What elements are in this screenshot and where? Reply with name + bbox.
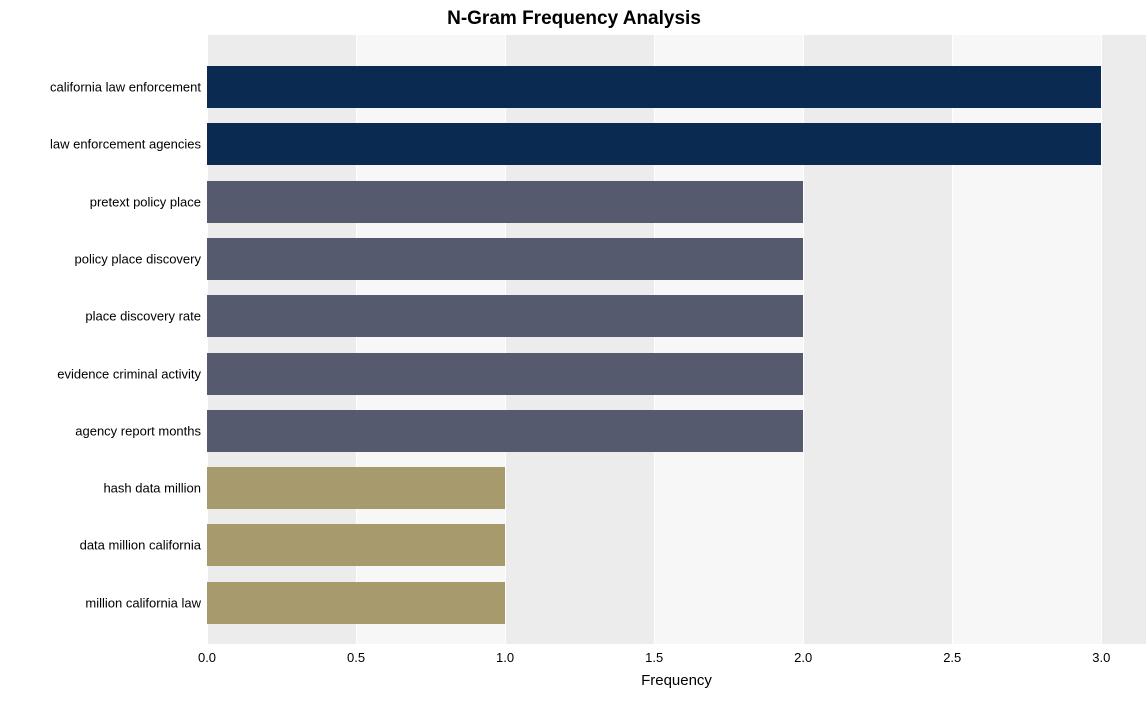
y-tick-label: policy place discovery [75,251,201,266]
x-axis-label: Frequency [207,672,1146,689]
y-tick-label: pretext policy place [90,194,201,209]
bar [207,410,803,452]
y-tick-label: california law enforcement [50,80,201,95]
bar [207,181,803,223]
bar [207,353,803,395]
bar [207,238,803,280]
x-tick-label: 2.0 [794,650,812,665]
x-tick-label: 0.0 [198,650,216,665]
x-tick-label: 3.0 [1092,650,1110,665]
x-tick-label: 1.5 [645,650,663,665]
y-tick-label: law enforcement agencies [50,137,201,152]
y-tick-label: hash data million [103,481,201,496]
grid-band [1101,35,1146,644]
bar [207,66,1101,108]
x-tick-label: 2.5 [943,650,961,665]
plot-area: Frequency california law enforcementlaw … [207,35,1146,644]
y-tick-label: million california law [85,595,201,610]
y-tick-label: data million california [80,538,201,553]
chart-title: N-Gram Frequency Analysis [0,8,1148,30]
bar [207,123,1101,165]
x-tick-label: 1.0 [496,650,514,665]
bar [207,295,803,337]
gridline [1101,35,1102,644]
bar [207,467,505,509]
y-tick-label: agency report months [75,423,201,438]
ngram-chart: N-Gram Frequency Analysis Frequency cali… [0,0,1148,701]
bar [207,582,505,624]
y-tick-label: evidence criminal activity [57,366,201,381]
bar [207,524,505,566]
x-tick-label: 0.5 [347,650,365,665]
y-tick-label: place discovery rate [85,309,201,324]
